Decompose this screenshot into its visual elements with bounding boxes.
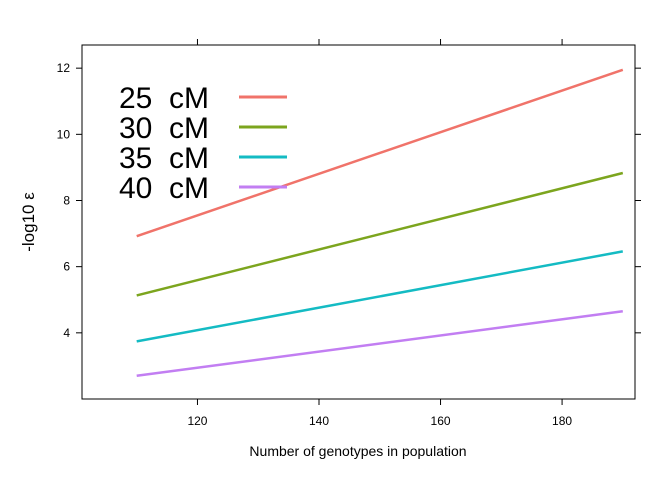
legend-label: 30 cM <box>119 112 209 145</box>
series-line <box>136 68 624 238</box>
y-axis-title: -log10 ε <box>19 192 38 252</box>
legend-label: 35 cM <box>119 142 209 175</box>
plot-area-frame <box>81 44 636 400</box>
y-tick-label: 12 <box>57 61 71 75</box>
axis-ticks: 120 140 160 180 4 6 8 10 12 <box>57 39 641 428</box>
x-tick-label: 180 <box>552 414 572 428</box>
x-axis-title: Number of genotypes in population <box>249 443 466 459</box>
x-tick-label: 160 <box>431 414 451 428</box>
series-lines <box>136 68 624 378</box>
y-tick-label: 4 <box>63 326 70 340</box>
y-tick-label: 6 <box>63 260 70 274</box>
x-tick-label: 140 <box>309 414 329 428</box>
y-tick-label: 10 <box>57 127 71 141</box>
y-tick-label: 8 <box>63 193 70 207</box>
series-line <box>136 171 624 297</box>
legend-label: 40 cM <box>119 172 209 205</box>
series-line <box>136 310 623 378</box>
legend-label: 25 cM <box>119 82 209 115</box>
x-tick-label: 120 <box>187 414 207 428</box>
series-line <box>136 250 624 343</box>
